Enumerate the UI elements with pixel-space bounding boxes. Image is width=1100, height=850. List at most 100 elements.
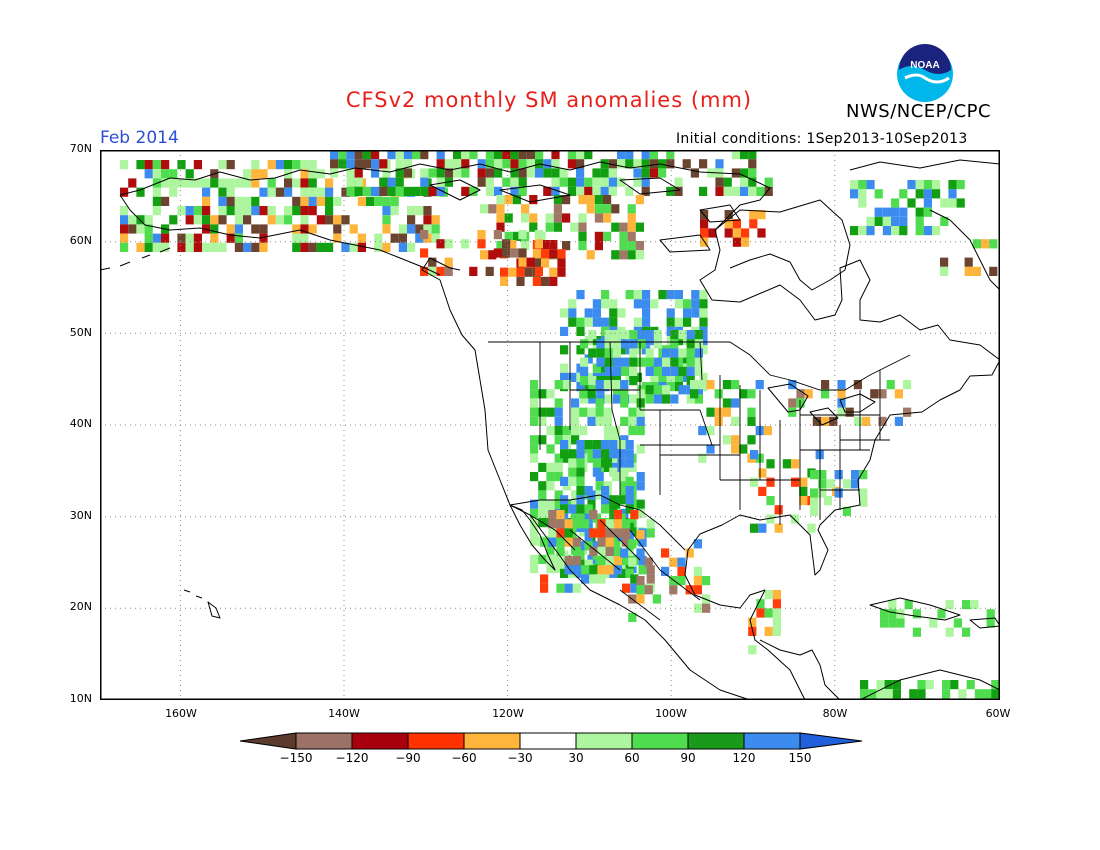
anomaly-cell [395, 177, 404, 187]
anomaly-cell [398, 224, 407, 234]
anomaly-cell [724, 228, 733, 238]
anomaly-cell [989, 266, 998, 276]
anomaly-cell [837, 380, 846, 390]
anomaly-cell [546, 499, 555, 509]
anomaly-cell [613, 510, 622, 520]
anomaly-cell [600, 159, 609, 169]
anomaly-cell [502, 150, 511, 160]
anomaly-cell [496, 195, 505, 205]
anomaly-cell [595, 380, 604, 390]
anomaly-cell [494, 159, 503, 169]
anomaly-cell [699, 290, 708, 300]
anomaly-cell [690, 389, 699, 399]
anomaly-cell [292, 242, 301, 252]
anomaly-cell [766, 496, 775, 506]
anomaly-cell [740, 186, 749, 196]
anomaly-cell [284, 160, 293, 170]
anomaly-cell [538, 407, 547, 417]
anomaly-cell [530, 518, 539, 528]
anomaly-cell [646, 528, 655, 538]
anomaly-cell [436, 266, 445, 276]
anomaly-cell [627, 231, 636, 241]
anomaly-cell [144, 160, 153, 170]
anomaly-cell [193, 160, 202, 170]
anomaly-cell [144, 233, 153, 243]
anomaly-cell [983, 689, 992, 699]
anomaly-cell [562, 426, 571, 436]
anomaly-cell [362, 159, 371, 169]
anomaly-cell [382, 206, 391, 216]
anomaly-cell [576, 290, 585, 300]
anomaly-cell [185, 215, 194, 225]
anomaly-cell [834, 470, 843, 480]
anomaly-cell [325, 178, 334, 188]
anomaly-cell [554, 462, 563, 472]
anomaly-cell [308, 224, 317, 234]
anomaly-cell [642, 299, 651, 309]
anomaly-cell [652, 594, 661, 604]
anomaly-cell [578, 231, 587, 241]
anomaly-cell [764, 608, 773, 618]
anomaly-cell [620, 508, 629, 518]
anomaly-cell [587, 499, 596, 509]
anomaly-cell [349, 224, 358, 234]
anomaly-cell [622, 519, 631, 529]
anomaly-cell [584, 504, 593, 514]
anomaly-cell [764, 590, 773, 600]
anomaly-cell [202, 215, 211, 225]
anomaly-cell [653, 339, 662, 349]
anomaly-cell [756, 599, 765, 609]
anomaly-cell [662, 357, 671, 367]
anomaly-cell [604, 339, 613, 349]
anomaly-cell [325, 196, 334, 206]
anomaly-cell [586, 250, 595, 260]
anomaly-cell [444, 159, 453, 169]
anomaly-cell [589, 565, 598, 575]
anomaly-cell [821, 380, 830, 390]
anomaly-cell [395, 150, 404, 160]
anomaly-cell [772, 608, 781, 618]
anomaly-cell [796, 389, 805, 399]
anomaly-cell [592, 186, 601, 196]
anomaly-cell [538, 481, 547, 491]
anomaly-cell [177, 242, 186, 252]
anomaly-cell [601, 458, 610, 468]
anomaly-cell [612, 394, 621, 404]
anomaly-cell [884, 689, 893, 699]
anomaly-cell [415, 206, 424, 216]
anomaly-cell [530, 389, 539, 399]
anomaly-cell [678, 348, 687, 358]
anomaly-cell [530, 499, 539, 509]
anomaly-cell [556, 546, 565, 556]
anomaly-cell [756, 186, 765, 196]
anomaly-cell [407, 242, 416, 252]
anomaly-cell [579, 426, 588, 436]
anomaly-cell [560, 504, 569, 514]
anomaly-cell [791, 514, 800, 524]
anomaly-cell [382, 215, 391, 225]
anomaly-cell [858, 226, 867, 236]
anomaly-cell [609, 513, 618, 523]
anomaly-cell [554, 426, 563, 436]
anomaly-cell [469, 186, 478, 196]
anomaly-cell [603, 416, 612, 426]
anomaly-cell [551, 177, 560, 187]
chart-title: CFSv2 monthly SM anomalies (mm) [345, 88, 753, 112]
anomaly-cell [617, 458, 626, 468]
anomaly-cell [349, 242, 358, 252]
anomaly-cell [382, 196, 391, 206]
anomaly-cell [604, 357, 613, 367]
anomaly-cell [611, 204, 620, 214]
anomaly-cell [308, 169, 317, 179]
anomaly-cell [251, 178, 260, 188]
anomaly-cell [551, 159, 560, 169]
anomaly-cell [747, 416, 756, 426]
colorbar-box [631, 732, 689, 750]
anomaly-cell [589, 528, 598, 538]
anomaly-cell [346, 150, 355, 160]
anomaly-cell [894, 389, 903, 399]
anomaly-cell [698, 380, 707, 390]
anomaly-cell [642, 317, 651, 327]
anomaly-cell [690, 380, 699, 390]
anomaly-cell [556, 583, 565, 593]
